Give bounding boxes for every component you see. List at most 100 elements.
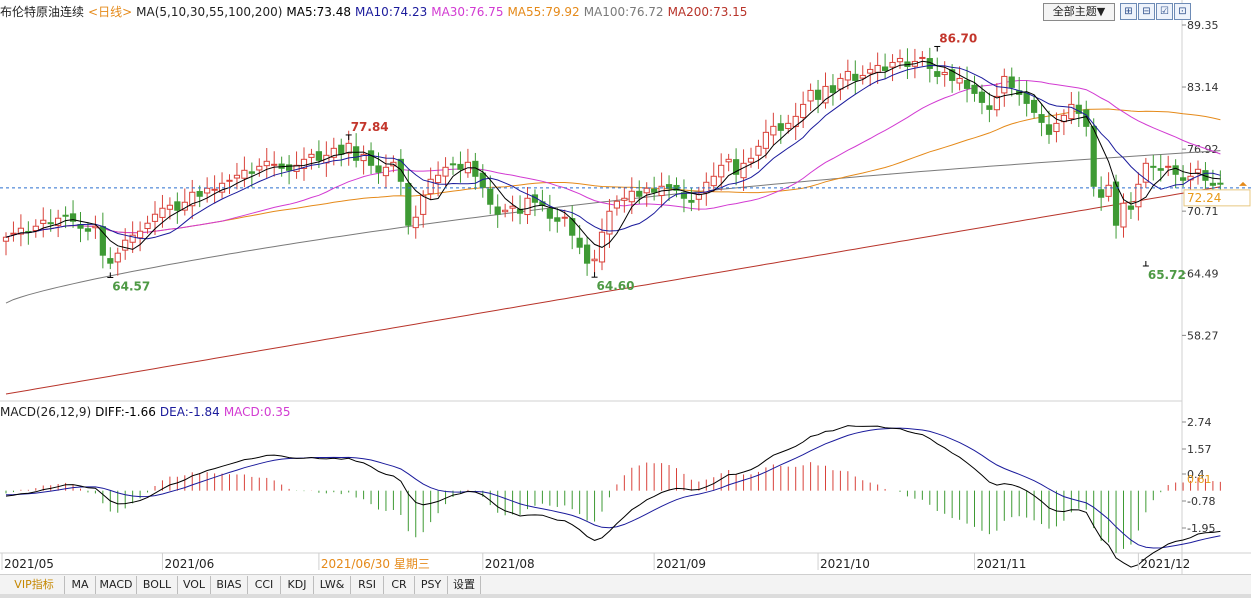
candle-body: [554, 217, 561, 222]
indicator-tab-kdj[interactable]: KDJ: [281, 576, 314, 594]
high-annotation: 86.70: [939, 31, 977, 45]
candle-body: [420, 194, 427, 215]
candle-body: [382, 166, 390, 177]
ma200-line: [5, 186, 1221, 395]
horizontal-scrollbar[interactable]: [0, 594, 1251, 598]
indicator-tab-ma[interactable]: MA: [65, 576, 96, 594]
ma100-value: MA100:76.72: [583, 5, 664, 19]
candle-body: [84, 228, 92, 232]
candle-body: [427, 178, 434, 195]
candle-body: [747, 157, 755, 163]
indicator-tab-settings[interactable]: 设置: [448, 576, 481, 594]
time-axis-label: 2021/12: [1140, 557, 1190, 571]
candle-body: [1023, 92, 1030, 104]
price-tick-label: 76.92: [1187, 143, 1219, 156]
ma10-value: MA10:74.23: [354, 5, 428, 19]
indicator-tab-bias[interactable]: BIAS: [211, 576, 248, 594]
time-axis-label: 2021/05: [4, 557, 54, 571]
candle-body: [2, 236, 10, 242]
candle-body: [435, 174, 442, 184]
candle-body: [949, 69, 956, 81]
candle-body: [1135, 183, 1142, 208]
price-tick-label: 58.27: [1187, 329, 1219, 342]
candle-body: [785, 122, 792, 129]
candle-body: [159, 207, 166, 218]
low-annotation: 64.60: [597, 279, 635, 293]
candle-body: [204, 187, 211, 194]
macd-current-label: 0.61: [1187, 473, 1212, 486]
candle-body: [986, 105, 993, 110]
time-axis-label: 2021/10: [820, 557, 870, 571]
candle-body: [725, 158, 732, 163]
candle-body: [1142, 162, 1149, 183]
candle-body: [561, 216, 568, 219]
zoom-out-icon[interactable]: ⊟: [1138, 3, 1155, 20]
candle-body: [509, 205, 516, 209]
candle-body: [1112, 181, 1120, 226]
ma5-line: [5, 60, 1221, 250]
candle-body: [256, 165, 263, 171]
indicator-tab-cci[interactable]: CCI: [248, 576, 281, 594]
candle-body: [248, 171, 255, 174]
period-selector[interactable]: <日线>: [88, 5, 133, 19]
candle-body: [353, 146, 360, 161]
indicator-tab-macd[interactable]: MACD: [96, 576, 137, 594]
candle-body: [1008, 76, 1015, 88]
candle-body: [829, 85, 837, 93]
candle-body: [129, 234, 136, 243]
candle-body: [591, 258, 598, 262]
ma30-line: [5, 80, 1221, 238]
candle-body: [55, 217, 62, 226]
candle-body: [636, 190, 643, 197]
indicator-tab-cr[interactable]: CR: [384, 576, 415, 594]
candle-body: [1217, 182, 1224, 185]
candle-body: [643, 187, 650, 194]
candle-body: [47, 222, 54, 225]
candle-body: [584, 244, 591, 264]
indicator-tab-rsi[interactable]: RSI: [351, 576, 384, 594]
candle-body: [546, 208, 553, 219]
macd-dea-line: [5, 427, 1221, 549]
theme-selector-button[interactable]: 全部主题▼: [1043, 3, 1115, 21]
candle-body: [837, 77, 844, 90]
candle-body: [122, 239, 129, 251]
candle-body: [263, 160, 270, 167]
candle-body: [1209, 182, 1217, 186]
candle-body: [651, 188, 658, 193]
price-tick-label: 70.71: [1187, 205, 1219, 218]
indicator-tab-vol[interactable]: VOL: [178, 576, 211, 594]
candle-body: [196, 191, 203, 197]
indicator-tab-lw[interactable]: LW&: [314, 576, 351, 594]
candle-body: [69, 213, 77, 222]
macd-dea-value: DEA:-1.84: [159, 405, 220, 419]
candle-body: [524, 197, 531, 216]
candle-body: [762, 131, 769, 149]
chart-canvas[interactable]: 89.35 83.14 76.92 70.71 64.49 58.27 72.24 77.84…: [0, 0, 1251, 574]
indicator-tab-vip[interactable]: VIP指标: [4, 576, 65, 594]
macd-tick-label: 2.74: [1187, 416, 1212, 429]
macd-diff-line: [5, 425, 1221, 568]
macd-tick-label: 0.4: [1187, 468, 1205, 481]
candle-body: [40, 219, 47, 224]
candle-body: [978, 91, 986, 103]
indicator-tab-psy[interactable]: PSY: [415, 576, 448, 594]
candle-body: [144, 222, 151, 230]
candle-body: [151, 213, 159, 222]
candle-body: [494, 206, 501, 215]
fullscreen-icon[interactable]: ⊡: [1174, 3, 1191, 20]
candle-body: [800, 103, 807, 118]
macd-panel-header: MACD(26,12,9) DIFF:-1.66 DEA:-1.84 MACD:0.3…: [0, 403, 295, 421]
candle-body: [189, 191, 196, 207]
checkbox-icon[interactable]: ☑: [1156, 3, 1173, 20]
current-price-label: 72.24: [1187, 191, 1221, 205]
candle-body: [226, 179, 233, 182]
zoom-in-icon[interactable]: ⊞: [1120, 3, 1137, 20]
candle-body: [1194, 168, 1202, 174]
candle-body: [442, 166, 449, 177]
indicator-tab-boll[interactable]: BOLL: [137, 576, 178, 594]
candle-body: [300, 158, 308, 169]
candle-body: [32, 225, 39, 231]
candle-body: [628, 190, 635, 203]
candle-body: [993, 95, 1000, 111]
candle-body: [211, 188, 218, 191]
